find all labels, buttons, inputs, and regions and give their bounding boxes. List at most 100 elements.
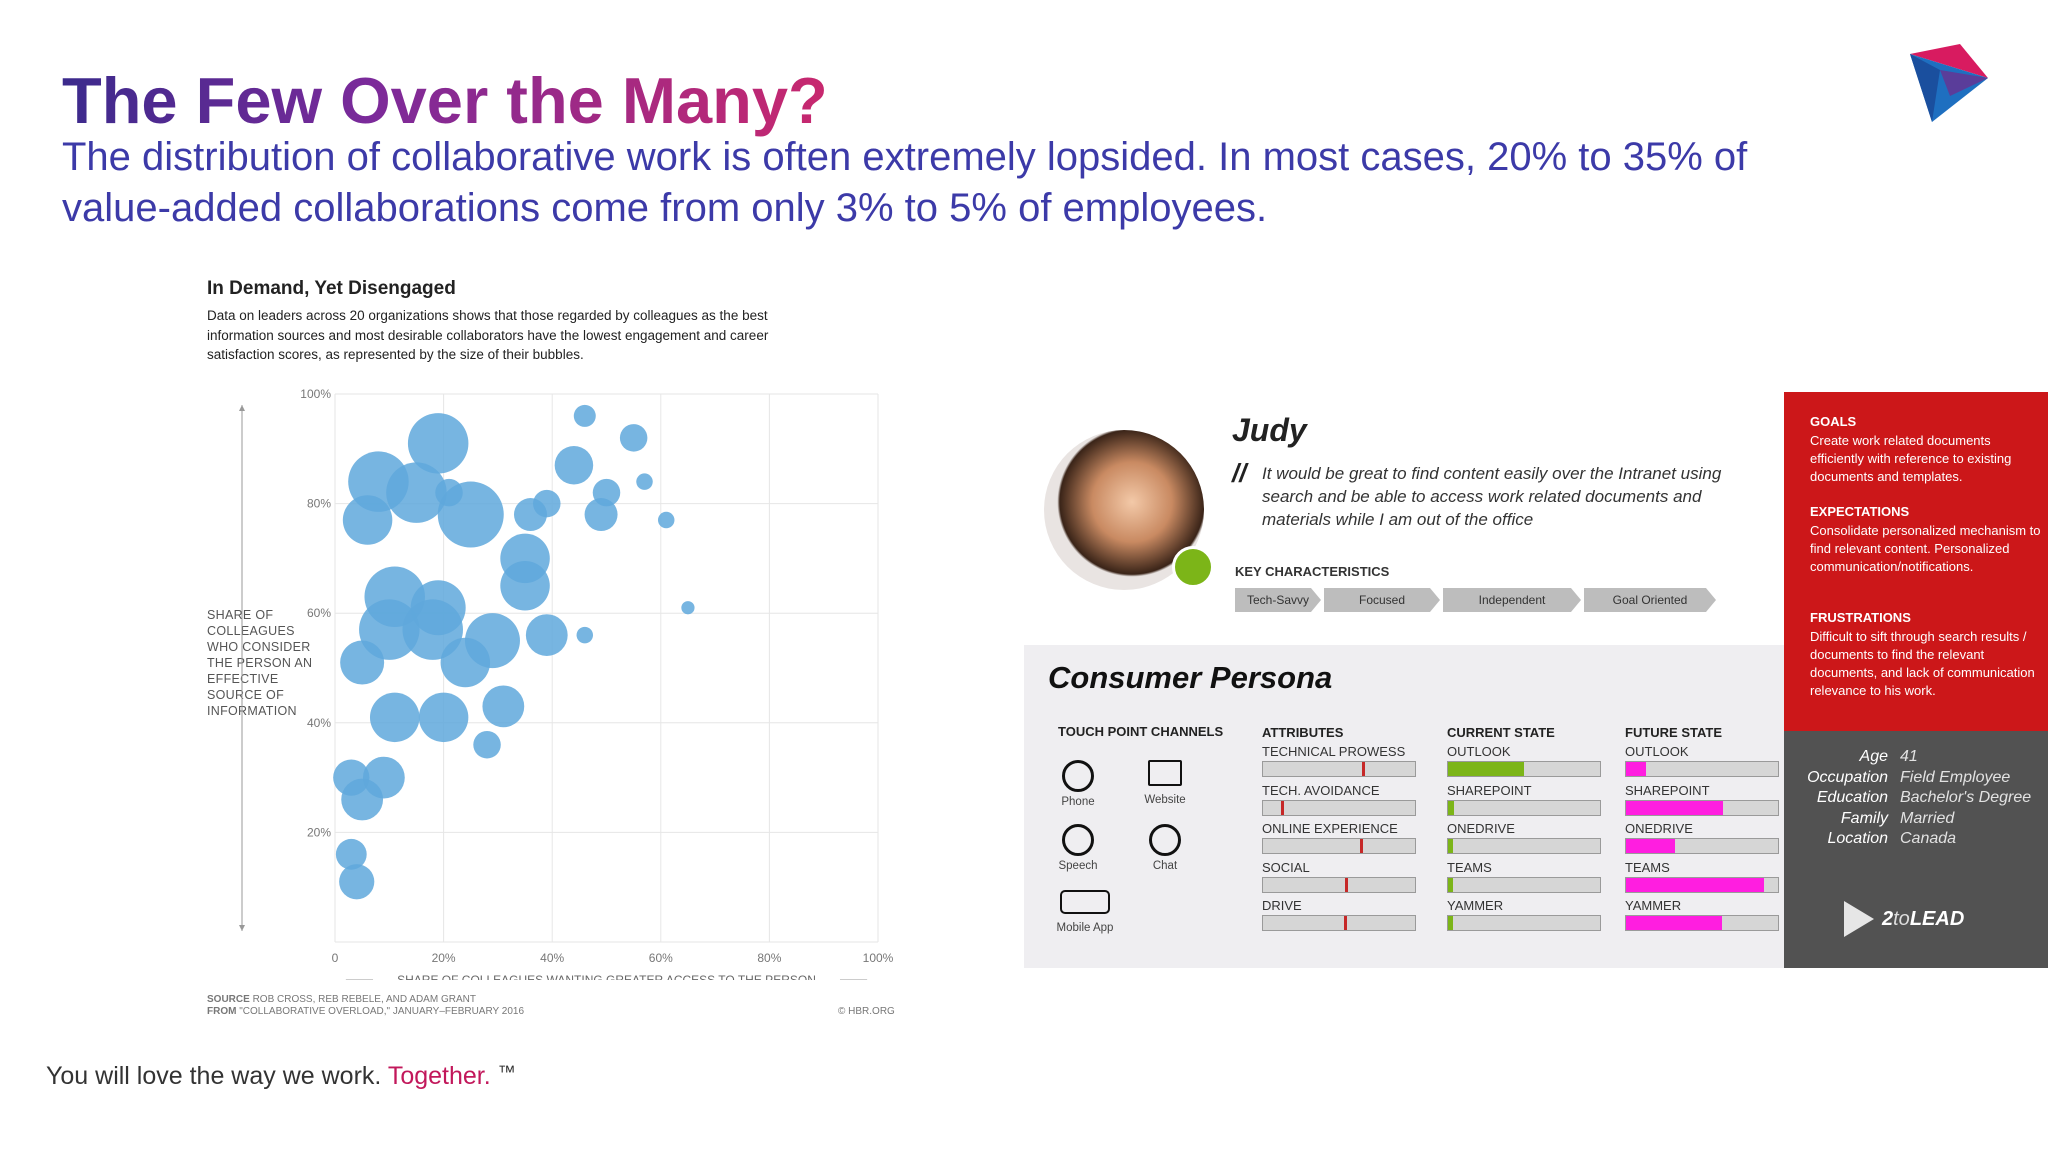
chip-tech-savvy: Tech-Savvy [1235, 588, 1321, 612]
bubble [339, 864, 375, 900]
x-tick-label: 40% [540, 951, 564, 965]
frustrations-text: Difficult to sift through search results… [1810, 629, 2035, 698]
persona-quote: It would be great to find content easily… [1262, 464, 1722, 529]
bubble [418, 692, 469, 743]
goals-panel: GOALS Create work related documents effi… [1784, 392, 2048, 731]
website-label: Website [1144, 794, 1186, 806]
state-fill [1626, 762, 1646, 776]
bubble [681, 601, 695, 615]
bubble-chart: 0 20% 40% 60% 80% 100% 20% 40% 60% 80% 100% SHARE O… [239, 387, 894, 980]
future-state-bar [1625, 838, 1779, 854]
bubble [573, 404, 596, 427]
bubble [554, 445, 594, 485]
mobile-icon [1060, 890, 1110, 914]
future-state-bar [1625, 799, 1779, 816]
attribute-marker [1281, 800, 1285, 815]
x-tick-label: 80% [757, 951, 781, 965]
chip-focused: Focused [1324, 588, 1440, 612]
frustrations-label: FRUSTRATIONS [1810, 610, 1911, 625]
profile-row: Family Married [1784, 809, 2048, 830]
website-channel: Website [1134, 760, 1196, 806]
bubble [619, 424, 648, 452]
y-tick-label: 80% [307, 497, 331, 511]
footer-tagline: You will love the way we work. Together.… [46, 1062, 516, 1091]
phone-icon [1062, 760, 1094, 792]
chip-goal-oriented: Goal Oriented [1584, 588, 1716, 612]
future-state-bar [1625, 915, 1779, 931]
quote-mark: // [1232, 458, 1247, 488]
x-tick-label: 0 [332, 951, 339, 965]
state-fill [1626, 916, 1722, 930]
current-state-header: CURRENT STATE [1447, 725, 1555, 740]
y-tick-label: 60% [307, 606, 331, 620]
section-title: Consumer Persona [1048, 660, 1333, 695]
bubble [440, 637, 491, 688]
bubble [437, 481, 504, 548]
attribute-marker [1360, 839, 1364, 853]
current-state-label: YAMMER [1447, 898, 1504, 913]
trademark: ™ [497, 1062, 516, 1082]
brand-logo [1910, 44, 1988, 122]
bubble [636, 473, 653, 490]
future-state-bar [1625, 761, 1779, 777]
profile-panel: Age 41 Occupation Field Employee Education Ba… [1784, 731, 2048, 968]
persona-name: Judy [1232, 412, 1307, 448]
attributes-bar [1262, 876, 1416, 893]
profile-value: Field Employee [1900, 768, 2011, 786]
y-tick-label: 20% [307, 825, 331, 839]
profile-value: Canada [1900, 830, 1957, 847]
y-axis-arrowhead-up [239, 404, 245, 411]
attributes-bar [1262, 761, 1416, 777]
y-tick-label: 40% [307, 716, 331, 730]
chip-independent: Independent [1443, 588, 1581, 612]
attributes-bar [1262, 838, 1416, 854]
profile-key: Occupation [1807, 768, 1888, 786]
profile-row: Location Canada [1784, 829, 2048, 850]
expectations-label: EXPECTATIONS [1810, 504, 1910, 519]
x-tick-label: 60% [649, 951, 673, 965]
footer-text: You will love the way we work. [46, 1062, 382, 1090]
attributes-header: ATTRIBUTES [1262, 725, 1344, 740]
state-fill [1626, 800, 1724, 815]
brand-suffix: LEAD [1909, 907, 1965, 930]
attribute-marker [1361, 762, 1365, 776]
attributes-label: TECH. AVOIDANCE [1262, 782, 1380, 798]
bubble [513, 498, 547, 532]
mobile-app-channel: Mobile App [1054, 890, 1116, 934]
goals-text: Create work related documents efficientl… [1810, 433, 2012, 484]
bubble [657, 511, 675, 529]
attributes-bar [1262, 915, 1416, 931]
bubble [341, 778, 384, 821]
profile-value: Bachelor's Degree [1900, 789, 2032, 806]
state-fill [1448, 839, 1453, 853]
profile-key: Education [1816, 789, 1888, 806]
x-tick-label: 20% [432, 951, 456, 965]
expectations-text: Consolidate personalized mechanism to fi… [1810, 523, 2041, 574]
slide-title: The Few Over the Many? [62, 62, 828, 140]
current-state-bar [1447, 761, 1601, 777]
bubble [584, 498, 618, 532]
speech-channel: Speech [1047, 824, 1109, 872]
key-characteristics-label: KEY CHARACTERISTICS [1235, 564, 1390, 579]
state-fill [1448, 877, 1453, 892]
bubble [402, 599, 463, 660]
brand-2tolead: 2 to LEAD [1844, 901, 1964, 937]
future-state-label: SHAREPOINT [1625, 782, 1710, 798]
y-axis-label: SHARE OF COLLEAGUES WHO CONSIDER THE PER… [207, 608, 313, 718]
future-state-label: ONEDRIVE [1625, 821, 1693, 836]
profile-key: Location [1827, 830, 1889, 847]
touch-point-label: TOUCH POINT CHANNELS [1058, 724, 1224, 739]
state-fill [1448, 800, 1455, 815]
future-state-label: OUTLOOK [1625, 744, 1689, 759]
brand-prefix: 2 [1882, 907, 1894, 930]
bubble [340, 640, 385, 685]
chart-description: Data on leaders across 20 organizations … [207, 308, 769, 362]
bubble [525, 614, 568, 657]
slide-subtitle: The distribution of collaborative work i… [62, 135, 1748, 230]
bubble [342, 495, 393, 545]
profile-value: 41 [1900, 748, 1918, 765]
profile-list: Age 41 Occupation Field Employee Education Ba… [1784, 747, 2048, 850]
profile-row: Age 41 [1784, 747, 2048, 768]
bubble [407, 413, 469, 474]
x-tick-label: 100% [863, 951, 894, 965]
